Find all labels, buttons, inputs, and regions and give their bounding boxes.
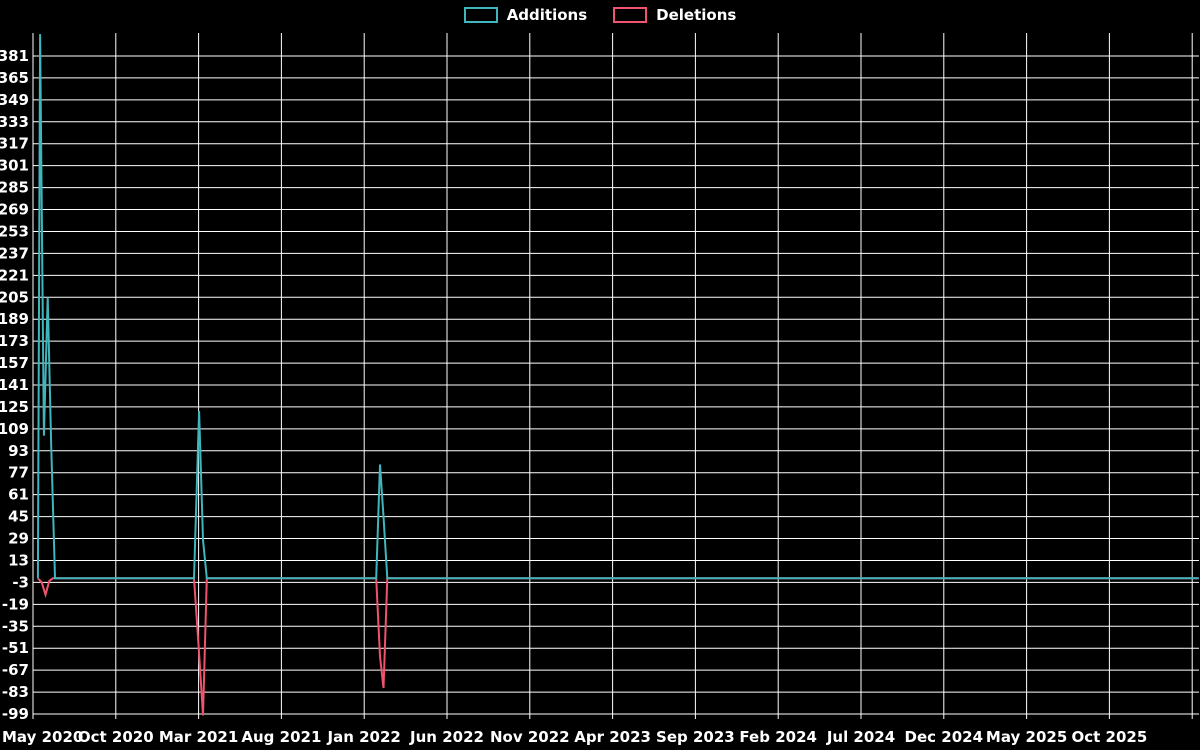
y-tick-label: 349 xyxy=(0,91,29,109)
y-tick-label: 285 xyxy=(0,179,29,197)
x-tick-label: Jul 2024 xyxy=(826,728,895,746)
y-tick-label: 109 xyxy=(0,420,29,438)
y-tick-label: 93 xyxy=(8,442,29,460)
legend-label-additions: Additions xyxy=(506,5,588,24)
x-tick-label: Nov 2022 xyxy=(490,728,570,746)
additions-swatch-icon xyxy=(463,7,498,23)
y-tick-label: -3 xyxy=(12,573,29,591)
y-tick-label: 205 xyxy=(0,288,29,306)
x-tick-label: Jun 2022 xyxy=(409,728,484,746)
x-tick-label: Dec 2024 xyxy=(905,728,984,746)
legend-label-deletions: Deletions xyxy=(656,5,737,24)
x-tick-label: May 2020 xyxy=(2,728,83,746)
y-tick-label: 269 xyxy=(0,201,29,219)
y-tick-label: 381 xyxy=(0,47,29,65)
x-tick-label: Oct 2025 xyxy=(1072,728,1148,746)
y-tick-label: -67 xyxy=(2,661,29,679)
deletions-series-line xyxy=(37,577,1199,716)
y-tick-label: 77 xyxy=(8,464,29,482)
y-tick-label: -35 xyxy=(2,617,29,635)
x-tick-label: Oct 2020 xyxy=(78,728,154,746)
y-tick-label: 173 xyxy=(0,332,29,350)
y-tick-label: 253 xyxy=(0,222,29,240)
x-tick-label: Jan 2022 xyxy=(327,728,401,746)
x-tick-label: Feb 2024 xyxy=(739,728,817,746)
legend-item-deletions[interactable]: Deletions xyxy=(613,7,736,23)
y-tick-label: 333 xyxy=(0,113,29,131)
x-tick-label: Apr 2023 xyxy=(574,728,651,746)
y-tick-label: -99 xyxy=(2,705,29,723)
y-tick-label: 301 xyxy=(0,157,29,175)
deletions-swatch-icon xyxy=(613,7,648,23)
y-tick-label: 141 xyxy=(0,376,29,394)
y-tick-label: 157 xyxy=(0,354,29,372)
y-tick-label: 45 xyxy=(8,508,29,526)
x-tick-label: May 2025 xyxy=(986,728,1067,746)
y-tick-label: 13 xyxy=(8,551,29,569)
y-tick-label: 317 xyxy=(0,135,29,153)
legend-item-additions[interactable]: Additions xyxy=(463,5,588,24)
y-tick-label: 189 xyxy=(0,310,29,328)
x-tick-label: Mar 2021 xyxy=(159,728,238,746)
y-tick-label: 237 xyxy=(0,244,29,262)
y-tick-label: 221 xyxy=(0,266,29,284)
y-tick-label: 125 xyxy=(0,398,29,416)
y-tick-label: -51 xyxy=(2,639,29,657)
additions-series-line xyxy=(36,34,1199,580)
y-tick-label: 61 xyxy=(8,486,29,504)
chart-legend: Additions Deletions xyxy=(0,7,1200,23)
x-tick-label: Sep 2023 xyxy=(656,728,735,746)
y-tick-label: -83 xyxy=(2,683,29,701)
y-tick-label: 29 xyxy=(8,530,29,548)
x-tick-label: Aug 2021 xyxy=(241,728,321,746)
y-tick-label: -19 xyxy=(2,595,29,613)
y-tick-label: 365 xyxy=(0,69,29,87)
